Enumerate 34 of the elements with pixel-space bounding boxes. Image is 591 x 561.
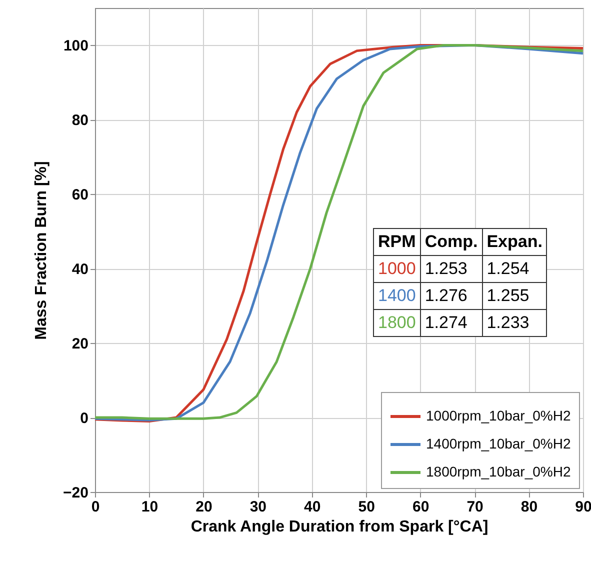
x-tick-label: 40 [304,498,321,516]
x-axis-title: Crank Angle Duration from Spark [°CA] [190,518,488,536]
x-tick-label: 90 [575,498,591,516]
legend-label: 1800rpm_10bar_0%H2 [426,464,571,480]
annotation: 1800 [374,310,420,336]
x-tick-label: 80 [520,498,538,516]
annotation: 1.253 [420,256,482,282]
x-tick-label: 70 [466,498,484,516]
y-tick-label: 20 [72,336,88,353]
x-tick-label: 60 [412,498,430,516]
y-tick-label: 60 [72,186,88,204]
annotation: 1400 [374,282,420,310]
x-tick-label: 20 [196,498,212,516]
annotation: 1.254 [482,256,547,282]
y-tick-label: 0 [80,410,88,428]
annotation: 1000 [374,256,420,282]
y-tick-label: −20 [63,484,88,502]
legend-label: 1000rpm_10bar_0%H2 [426,408,571,424]
annotation: RPM [374,228,420,256]
annotation: Comp. [420,228,482,256]
annotation: 1.255 [482,282,547,310]
y-axis-title: Mass Fraction Burn [%] [33,161,50,340]
annotation: Expan. [482,228,547,256]
x-tick-label: 50 [358,498,375,516]
legend-label: 1400rpm_10bar_0%H2 [426,436,571,452]
annotation: 1.274 [420,310,482,336]
y-tick-label: 80 [72,112,88,130]
x-tick-label: 0 [91,498,100,516]
x-tick-label: 10 [141,498,158,516]
annotation: 1.276 [420,282,482,310]
y-tick-label: 40 [72,261,88,278]
annotation: 1.233 [482,310,547,336]
y-tick-label: 100 [63,38,88,55]
x-tick-label: 30 [250,498,267,516]
